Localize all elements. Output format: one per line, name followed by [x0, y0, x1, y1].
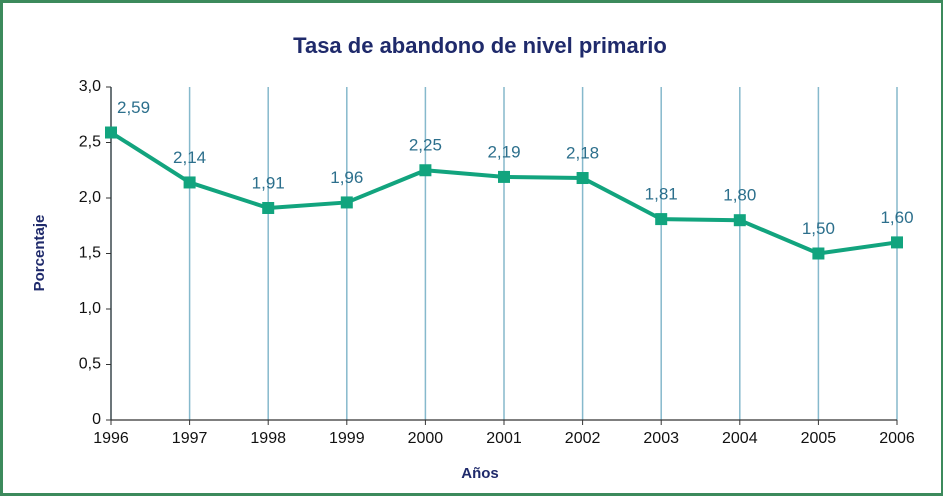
point-marker — [891, 236, 903, 249]
data-label: 2,25 — [409, 136, 442, 155]
data-label: 1,81 — [645, 185, 678, 204]
point-marker — [340, 196, 353, 209]
data-label: 1,60 — [880, 208, 913, 227]
x-tick-label: 1997 — [172, 430, 208, 447]
y-tick-label: 2,5 — [79, 134, 101, 151]
x-axis-label: Años — [461, 465, 499, 482]
data-label: 1,91 — [252, 173, 285, 192]
data-label: 1,50 — [802, 219, 835, 238]
point-marker — [262, 201, 275, 214]
y-tick-label: 1,0 — [79, 300, 101, 317]
x-tick-label: 2006 — [879, 430, 915, 447]
data-label: 1,80 — [723, 186, 756, 205]
x-tick-label: 2003 — [643, 430, 679, 447]
point-marker — [576, 172, 589, 185]
y-tick-label: 0,5 — [79, 356, 101, 373]
data-label: 2,59 — [117, 98, 150, 117]
y-tick-label: 3,0 — [79, 78, 101, 95]
point-marker — [183, 176, 196, 189]
x-tick-label: 2005 — [801, 430, 837, 447]
x-tick-label: 1996 — [93, 430, 129, 447]
point-marker — [498, 170, 510, 183]
x-tick-label: 1999 — [329, 430, 365, 447]
point-marker — [419, 164, 432, 177]
y-tick-label: 1,5 — [79, 245, 101, 262]
point-marker — [733, 214, 746, 227]
y-tick-label: 2,0 — [79, 189, 101, 206]
x-tick-label: 1998 — [250, 430, 286, 447]
y-tick-label: 0 — [92, 411, 101, 428]
chart-title: Tasa de abandono de nivel primario — [293, 33, 667, 58]
data-label: 2,19 — [487, 142, 520, 161]
x-tick-label: 2000 — [408, 430, 444, 447]
x-tick-label: 2002 — [565, 430, 601, 447]
point-marker — [812, 247, 825, 260]
point-marker — [105, 126, 117, 139]
x-tick-label: 2001 — [486, 430, 522, 447]
y-axis-label: Porcentaje — [31, 215, 48, 292]
data-label: 2,18 — [566, 144, 599, 163]
data-label: 1,96 — [330, 168, 363, 187]
data-label: 2,14 — [173, 148, 206, 167]
point-marker — [655, 213, 668, 226]
x-tick-label: 2004 — [722, 430, 758, 447]
